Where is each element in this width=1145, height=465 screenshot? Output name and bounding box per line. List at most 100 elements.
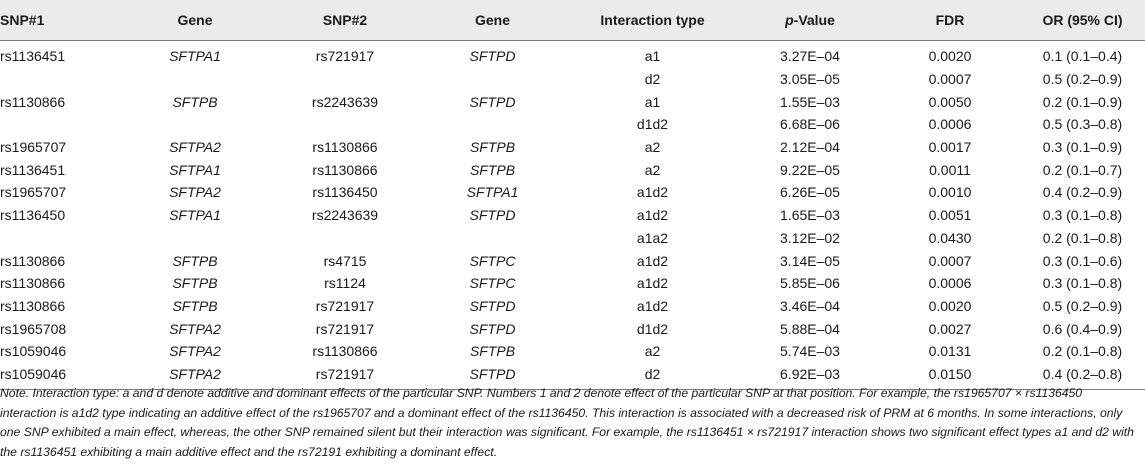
cell-gene2 [420,227,565,250]
cell-gene2 [420,113,565,136]
cell-gene1: SFTPB [172,297,218,314]
table-note: Note. Interaction type: a and d denote a… [0,386,1134,459]
header-snp1: SNP#1 [0,0,120,41]
table-row: rs1130866 SFTPB rs4715 SFTPC a1d2 3.14E–05 0.0… [0,249,1145,272]
cell-fdr: 0.0027 [928,320,972,337]
header-or: OR (95% CI) [1020,0,1145,41]
table-row: rs1059046 SFTPA2 rs721917 SFTPD d2 6.92E–03 0.… [0,362,1145,391]
cell-or: 0.3 (0.1–0.6) [1042,252,1123,269]
cell-or: 0.5 (0.2–0.9) [1042,71,1123,88]
cell-snp1: rs1130866 [0,275,66,292]
cell-snp2: rs721917 [315,320,375,337]
cell-gene1: SFTPA1 [169,161,221,178]
cell-snp1 [0,113,120,136]
cell-fdr: 0.0020 [928,48,972,65]
cell-interaction-type: d1d2 [636,320,669,337]
cell-fdr: 0.0017 [928,139,972,156]
header-p-letter: p [785,12,794,28]
cell-fdr: 0.0006 [928,275,972,292]
cell-snp2 [270,113,420,136]
cell-interaction-type: a2 [644,161,661,178]
table-row: rs1130866 SFTPB rs2243639 SFTPD a1 1.55E–03 0.… [0,90,1145,113]
header-snp2: SNP#2 [270,0,420,41]
cell-fdr: 0.0011 [929,161,971,178]
cell-gene1: SFTPA2 [169,139,221,156]
cell-fdr: 0.0050 [928,93,972,110]
cell-p-value: 9.22E–05 [780,161,840,178]
cell-gene2: SFTPD [469,297,516,314]
cell-or: 0.4 (0.2–0.8) [1020,362,1145,391]
cell-snp1: rs1059046 [0,362,120,391]
snp-interaction-table: SNP#1 Gene SNP#2 Gene Interaction type p… [0,0,1145,391]
cell-interaction-type: a1d2 [636,275,669,292]
cell-interaction-type: a1d2 [636,252,669,269]
cell-or: 0.2 (0.1–0.8) [1042,343,1123,360]
cell-gene1: SFTPA1 [169,207,221,224]
cell-gene2: SFTPA1 [466,184,519,201]
cell-interaction-type: a1a2 [636,229,669,246]
cell-fdr: 0.0051 [928,207,972,224]
table-row: d1d2 6.68E–06 0.0006 0.5 (0.3–0.8) [0,113,1145,136]
cell-fdr: 0.0007 [928,252,972,269]
cell-interaction-type: a2 [644,343,661,360]
cell-p-value: 3.27E–04 [780,48,840,65]
header-p-value: p-Value [740,0,880,41]
cell-or: 0.3 (0.1–0.9) [1042,139,1123,156]
cell-gene1: SFTPA2 [169,184,221,201]
cell-p-value: 1.65E–03 [780,207,840,224]
cell-snp1: rs1136451 [0,48,66,65]
table-row: rs1136451 SFTPA1 rs721917 SFTPD a1 3.27E–04 0.… [0,41,1145,68]
cell-snp2: rs1130866 [312,343,378,360]
cell-snp2 [270,227,420,250]
cell-p-value: 5.88E–04 [780,320,840,337]
table-row: rs1136451 SFTPA1 rs1130866 SFTPB a2 9.22E–05 0… [0,158,1145,181]
table-row: rs1136450 SFTPA1 rs2243639 SFTPD a1d2 1.65E–0… [0,204,1145,227]
cell-p-value: 5.74E–03 [780,343,840,360]
cell-snp1: rs1136450 [0,207,66,224]
cell-snp1: rs1965707 [0,139,67,156]
cell-gene1 [120,113,270,136]
cell-interaction-type: d1d2 [636,116,669,133]
cell-snp2: rs1130866 [312,161,378,178]
cell-gene2: SFTPB [469,139,516,156]
cell-snp2: rs4715 [323,252,367,269]
cell-gene2: SFTPD [469,48,516,65]
cell-snp2: rs721917 [315,297,375,314]
cell-gene2: SFTPB [469,343,516,360]
cell-gene1 [120,227,270,250]
cell-fdr: 0.0131 [928,343,972,360]
cell-interaction-type: d2 [565,362,740,391]
cell-p-value: 1.55E–03 [780,93,840,110]
table-row: rs1059046 SFTPA2 rs1130866 SFTPB a2 5.74E–03 0… [0,340,1145,363]
cell-gene2 [420,68,565,91]
cell-fdr: 0.0430 [928,229,972,246]
cell-or: 0.2 (0.1–0.8) [1042,229,1123,246]
cell-snp1: rs1059046 [0,343,67,360]
cell-fdr: 0.0150 [880,362,1020,391]
cell-snp2: rs1130866 [312,139,378,156]
cell-snp2: rs721917 [315,48,375,65]
table-row: rs1965707 SFTPA2 rs1130866 SFTPB a2 2.12E–04 0… [0,136,1145,159]
cell-fdr: 0.0006 [928,116,972,133]
cell-interaction-type: a1d2 [636,297,669,314]
cell-snp2: rs1136450 [312,184,378,201]
cell-interaction-type: a1 [644,48,661,65]
cell-snp1 [0,227,120,250]
cell-p-value: 6.26E–05 [780,184,840,201]
cell-p-value: 3.46E–04 [780,297,840,314]
cell-or: 0.5 (0.2–0.9) [1042,297,1123,314]
cell-or: 0.2 (0.1–0.9) [1042,93,1123,110]
cell-snp1: rs1130866 [0,297,66,314]
table-row: rs1965708 SFTPA2 rs721917 SFTPD d1d2 5.88E–04… [0,317,1145,340]
cell-gene1 [120,68,270,91]
table-row: d2 3.05E–05 0.0007 0.5 (0.2–0.9) [0,68,1145,91]
cell-p-value: 3.12E–02 [780,229,840,246]
cell-snp1 [0,68,120,91]
cell-p-value: 2.12E–04 [780,139,840,156]
cell-gene1: SFTPB [172,275,218,292]
cell-or: 0.2 (0.1–0.7) [1042,161,1123,178]
cell-snp1: rs1136451 [0,161,66,178]
table-row: rs1130866 SFTPB rs1124 SFTPC a1d2 5.85E–06 0.0… [0,272,1145,295]
cell-snp2: rs1124 [324,275,366,292]
table-body: rs1136451 SFTPA1 rs721917 SFTPD a1 3.27E–04 0.… [0,41,1145,391]
